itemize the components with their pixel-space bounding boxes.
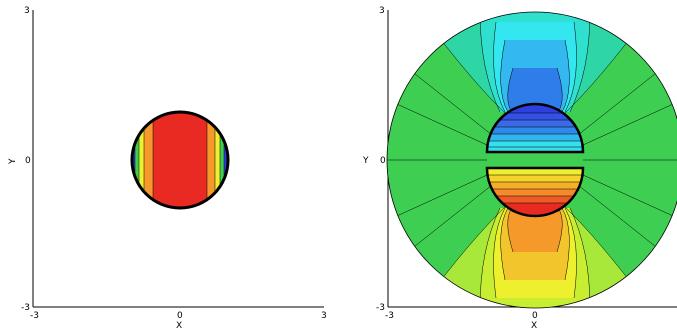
left-ylabel: Y	[8, 158, 18, 165]
left-xlabel: X	[176, 321, 182, 331]
left-xtick-mid: 0	[177, 311, 183, 321]
left-xtick-right: 3	[321, 311, 327, 321]
left-xtick-left: -3	[30, 311, 39, 321]
left-ytick-mid: 0	[25, 156, 31, 166]
right-xtick-mid: 0	[532, 311, 538, 321]
left-panel: 3 0 -3 Y -3 0 3 X	[8, 6, 327, 331]
left-ytick-bottom: -3	[21, 303, 30, 313]
right-ytick-top: 3	[379, 6, 385, 16]
right-ylabel: Y	[362, 156, 369, 166]
left-ytick-top: 3	[24, 6, 30, 16]
right-inner-lower-boundary	[485, 166, 585, 218]
right-inner-upper-boundary	[485, 102, 585, 154]
left-domain-boundary	[130, 110, 230, 210]
right-xlabel: X	[531, 321, 537, 331]
right-gap-band	[487, 152, 583, 168]
right-inner-upper	[487, 104, 583, 152]
right-outer-field	[387, 12, 677, 308]
right-ytick-bottom: -3	[376, 303, 385, 313]
right-ytick-mid: 0	[380, 156, 386, 166]
right-xtick-left: -3	[385, 311, 394, 321]
right-domain-boundary	[386, 11, 677, 309]
right-panel: 3 0 -3 Y -3 0 X	[362, 6, 677, 331]
